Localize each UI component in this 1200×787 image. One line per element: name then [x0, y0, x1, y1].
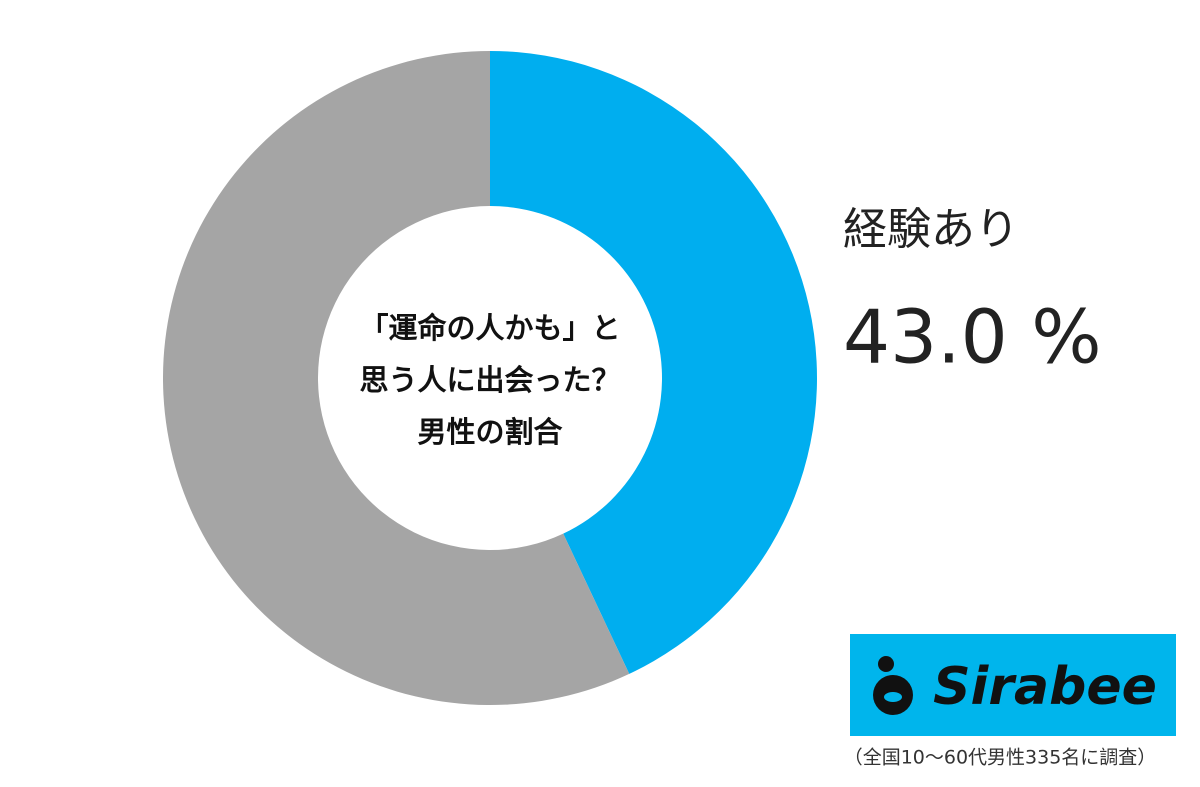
logo-text: Sirabee: [933, 657, 1157, 717]
center-title: 「運命の人かも」と: [359, 311, 620, 345]
value-label: 43.0 %: [843, 295, 1102, 381]
center-title: 男性の割合: [417, 415, 562, 449]
center-title: 思う人に出会った？: [359, 363, 620, 397]
logo-icon: [873, 656, 913, 715]
note: （全国10～60代男性335名に調査）: [844, 747, 1157, 769]
donut-segment: [163, 51, 630, 705]
donut-segment: [490, 51, 817, 674]
segment-label: 経験あり: [843, 204, 1019, 255]
